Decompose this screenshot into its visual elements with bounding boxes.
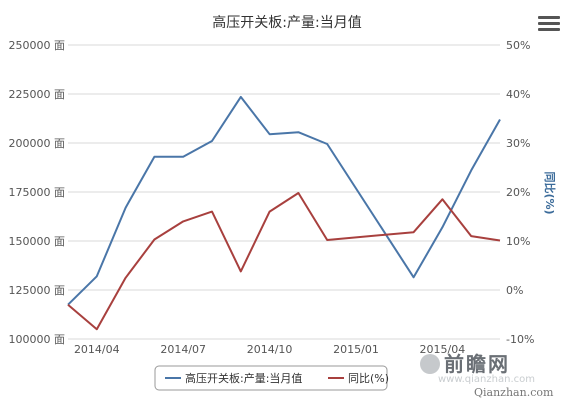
- watermark-site: Qianzhan.com: [474, 386, 554, 399]
- legend[interactable]: 高压开关板:产量:当月值 同比(%): [154, 365, 389, 391]
- menu-icon[interactable]: [538, 16, 560, 34]
- watermark-url: www.qianzhan.com: [438, 374, 535, 385]
- legend-item-1: 高压开关板:产量:当月值: [185, 371, 302, 385]
- x-tick-label: 2015/04: [420, 343, 466, 356]
- x-tick-label: 2014/04: [74, 343, 120, 356]
- x-tick-label: 2015/01: [333, 343, 379, 356]
- logo-icon: [420, 354, 440, 374]
- right-tick-label: -10%: [506, 333, 534, 346]
- left-tick-label: 225000 面: [9, 88, 66, 101]
- x-tick-label: 2014/10: [247, 343, 293, 356]
- chart-title: 高压开关板:产量:当月值: [212, 14, 361, 31]
- legend-item-2: 同比(%): [348, 372, 389, 385]
- right-tick-label: 10%: [506, 235, 530, 248]
- left-tick-label: 250000 面: [9, 39, 66, 52]
- left-tick-label: 175000 面: [9, 186, 66, 199]
- right-tick-label: 30%: [506, 137, 530, 150]
- series-line-2: [67, 192, 501, 331]
- right-tick-label: 20%: [506, 186, 530, 199]
- right-axis-label: 同比(%): [543, 171, 557, 214]
- x-tick-label: 2014/07: [160, 343, 206, 356]
- series-line-1: [67, 95, 501, 306]
- right-axis-ticks: -10% 0% 10% 20% 30% 40% 50%: [506, 39, 534, 346]
- series-lines: [67, 95, 501, 331]
- grid-lines: [68, 44, 500, 340]
- right-tick-label: 40%: [506, 88, 530, 101]
- legend-box: [154, 365, 388, 391]
- left-tick-label: 100000 面: [9, 333, 66, 346]
- watermark: 前瞻网 www.qianzhan.com Qianzhan.com: [420, 348, 566, 399]
- left-tick-label: 200000 面: [9, 137, 66, 150]
- left-tick-label: 150000 面: [9, 235, 66, 248]
- watermark-logo: 前瞻网: [420, 348, 510, 377]
- left-axis-ticks: 100000 面 125000 面 150000 面 175000 面 200000 面…: [9, 39, 66, 346]
- x-axis-ticks: 2014/04 2014/07 2014/10 2015/01 2015/04: [74, 343, 465, 356]
- right-tick-label: 0%: [506, 284, 523, 297]
- right-tick-label: 50%: [506, 39, 530, 52]
- left-tick-label: 125000 面: [9, 284, 66, 297]
